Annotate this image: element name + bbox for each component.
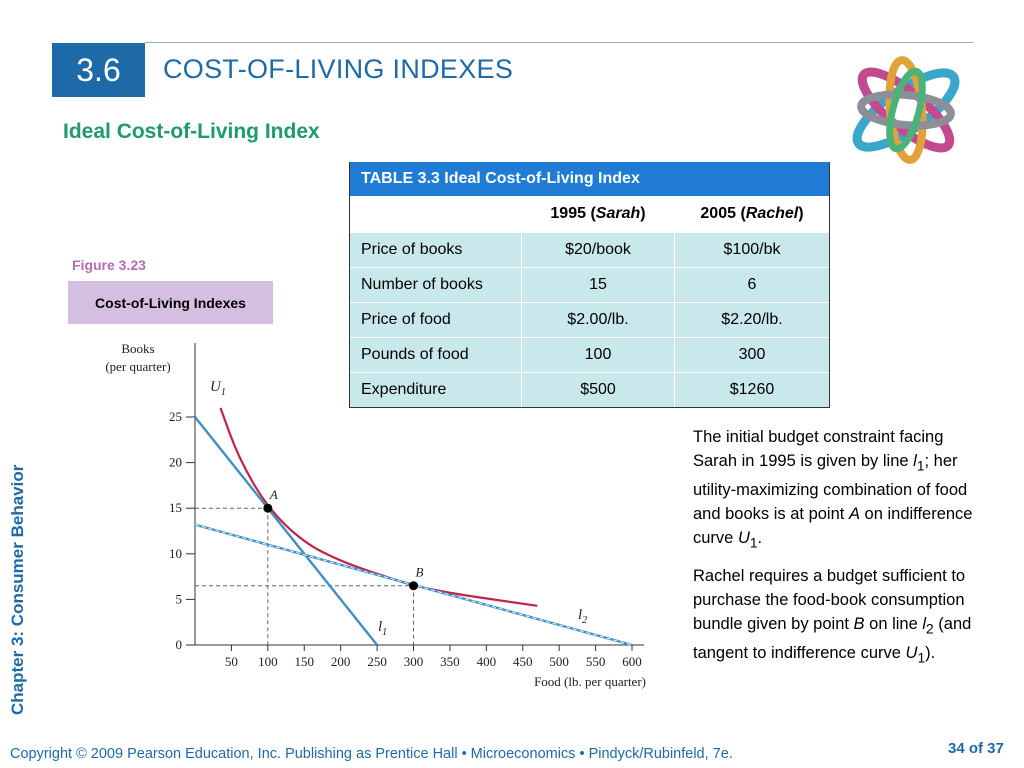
- table-header-rachel: Rachel: [745, 205, 799, 222]
- y-axis-label-line1: Books: [121, 341, 154, 356]
- row-label: Price of food: [350, 303, 522, 337]
- row-label: Pounds of food: [350, 338, 522, 372]
- table-caption: TABLE 3.3 Ideal Cost-of-Living Index: [350, 162, 829, 196]
- section-title: COST-OF-LIVING INDEXES: [163, 54, 514, 84]
- y-tick-label: 25: [169, 409, 182, 424]
- row-value-1995: 100: [522, 338, 675, 372]
- figure-caption: Cost-of-Living Indexes: [95, 294, 246, 311]
- series-label-u1: U1: [210, 379, 226, 398]
- y-tick-label: 5: [176, 591, 183, 606]
- row-value-1995: $2.00/lb.: [522, 303, 675, 337]
- rings-logo-icon: [852, 56, 960, 164]
- description-text: The initial budget constraint facing Sar…: [693, 425, 988, 678]
- table-header-1995: 1995 (Sarah): [522, 196, 675, 232]
- y-tick-label: 10: [169, 546, 182, 561]
- row-value-2005: $1260: [729, 381, 775, 398]
- cost-of-living-chart: 0 5 10 15 20 25 50 100 150 200 250 300 350 400 450 500 5…: [105, 341, 646, 689]
- row-label: Number of books: [350, 268, 522, 302]
- table-row: Pounds of food 100 300: [350, 337, 829, 372]
- figure-label: Figure 3.23: [72, 257, 146, 273]
- x-tick-label: 150: [295, 654, 315, 669]
- table-row: Expenditure $500 $1260: [350, 372, 829, 407]
- x-tick-label: 300: [404, 654, 424, 669]
- point-a: [263, 503, 273, 513]
- table-row: Number of books 15 6: [350, 267, 829, 302]
- point-label-b: B: [416, 565, 424, 580]
- row-value-2005: $2.20/lb.: [721, 311, 783, 328]
- y-tick-label: 20: [169, 455, 182, 470]
- page-number: 34 of 37: [948, 740, 1004, 757]
- slide-subtitle: Ideal Cost-of-Living Index: [63, 120, 320, 143]
- row-value-2005: $100/bk: [723, 241, 781, 258]
- figure-caption-box: Cost-of-Living Indexes: [68, 281, 273, 324]
- x-tick-label: 400: [477, 654, 497, 669]
- series-l1: [194, 416, 379, 646]
- x-tick-label: 500: [549, 654, 569, 669]
- top-rule: [145, 42, 973, 43]
- x-tick-label: 600: [622, 654, 642, 669]
- description-paragraph-1: The initial budget constraint facing Sar…: [693, 428, 973, 551]
- row-label: Price of books: [350, 233, 522, 267]
- x-tick-label: 200: [331, 654, 351, 669]
- y-tick-label: 0: [176, 637, 183, 652]
- table-row: Price of food $2.00/lb. $2.20/lb.: [350, 302, 829, 337]
- row-value-1995: 15: [522, 268, 675, 302]
- row-value-2005: 300: [738, 346, 766, 363]
- y-axis-label-line2: (per quarter): [105, 359, 170, 374]
- x-tick-label: 250: [367, 654, 387, 669]
- x-tick-label: 550: [586, 654, 606, 669]
- chapter-side-label: Chapter 3: Consumer Behavior: [8, 464, 27, 715]
- section-number-box: 3.6: [52, 43, 145, 97]
- x-axis-label: Food (lb. per quarter): [534, 674, 646, 689]
- table-header-sarah: Sarah: [595, 205, 641, 222]
- row-value-1995: $20/book: [522, 233, 675, 267]
- table-header-row: 1995 (Sarah) 2005 (Rachel): [350, 196, 829, 232]
- description-paragraph-2: Rachel requires a budget sufficient to p…: [693, 566, 972, 666]
- row-value-2005: 6: [747, 276, 757, 293]
- row-label: Expenditure: [350, 373, 522, 407]
- series-label-l1: l1: [378, 619, 387, 638]
- x-tick-label: 100: [258, 654, 278, 669]
- y-tick-label: 15: [169, 500, 182, 515]
- row-value-1995: $500: [522, 373, 675, 407]
- table-row: Price of books $20/book $100/bk: [350, 232, 829, 267]
- series-u1: [219, 407, 538, 607]
- x-tick-label: 350: [440, 654, 460, 669]
- table-header-2005: 2005 (Rachel): [700, 205, 804, 222]
- cost-of-living-table: TABLE 3.3 Ideal Cost-of-Living Index 199…: [349, 162, 830, 408]
- x-tick-label: 450: [513, 654, 533, 669]
- point-label-a: A: [269, 487, 278, 502]
- x-tick-label: 50: [225, 654, 238, 669]
- table-header-empty: [350, 196, 522, 232]
- section-number: 3.6: [76, 51, 121, 88]
- footer-copyright: Copyright © 2009 Pearson Education, Inc.…: [10, 746, 733, 762]
- series-label-l2: l2: [578, 607, 587, 626]
- point-b: [409, 581, 418, 591]
